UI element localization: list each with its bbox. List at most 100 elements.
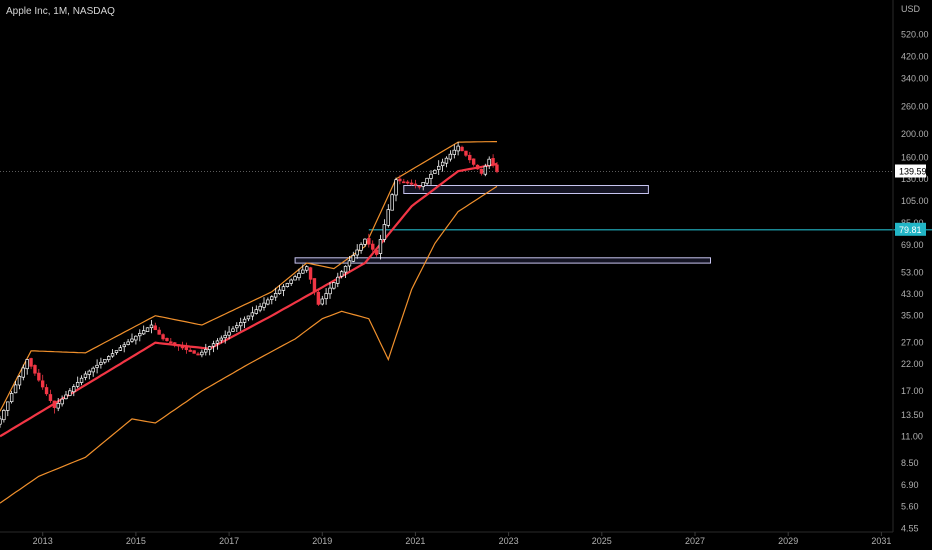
- candle-body: [75, 382, 80, 387]
- candle-body: [52, 400, 57, 408]
- candle-body: [273, 293, 278, 298]
- candle-body: [394, 179, 398, 196]
- candle-body: [320, 298, 324, 305]
- candle-body: [390, 194, 394, 211]
- candle-body: [188, 349, 192, 352]
- price-tick-label: 69.00: [901, 240, 924, 250]
- price-tick-label: 200.00: [901, 129, 929, 139]
- level-price-tag: [895, 222, 926, 236]
- candle-body: [13, 384, 18, 394]
- candle-body: [293, 276, 297, 281]
- price-axis[interactable]: USD 520.00 420.00 340.00 260.00 200.00 160.00…: [892, 0, 929, 533]
- upper-band-line: [0, 141, 497, 412]
- candle-body: [6, 401, 10, 411]
- candle-body: [87, 370, 91, 375]
- time-tick-label: 2023: [499, 536, 519, 546]
- candle-body: [371, 243, 375, 250]
- candle-body: [25, 359, 29, 370]
- candle-body: [91, 367, 95, 373]
- last-price-tag-text: 139.59: [899, 167, 927, 177]
- candle-body: [425, 177, 429, 184]
- candle-body: [239, 322, 243, 327]
- candle-body: [456, 145, 460, 152]
- candle-body: [351, 255, 356, 262]
- time-tick-label: 2013: [33, 536, 53, 546]
- candle-body: [429, 173, 433, 179]
- candle-body: [324, 293, 328, 300]
- candle-body: [184, 346, 189, 351]
- currency-label: USD: [901, 4, 921, 14]
- candle-body: [281, 286, 286, 291]
- candle-body: [328, 287, 332, 295]
- candle-body: [448, 153, 453, 160]
- candle-body: [192, 350, 196, 354]
- moving-average-line: [0, 162, 498, 438]
- price-tick-label: 17.00: [901, 386, 924, 396]
- candle-body: [409, 182, 414, 185]
- candle-body: [479, 168, 484, 174]
- candle-body: [207, 346, 212, 350]
- candle-body: [270, 296, 274, 300]
- candle-body: [107, 356, 111, 361]
- candle-body: [433, 169, 437, 174]
- candle-body: [413, 183, 418, 186]
- candle-body: [452, 149, 456, 155]
- candle-body: [48, 394, 53, 401]
- candle-body: [60, 398, 64, 405]
- candle-body: [83, 373, 88, 378]
- price-tick-label: 11.00: [901, 431, 923, 441]
- candle-body: [29, 358, 33, 367]
- candle-body: [386, 209, 390, 226]
- candle-body: [95, 364, 99, 368]
- candle-body: [250, 312, 255, 317]
- time-axis[interactable]: 2013 2015 2017 2019 2021 2023 2025 2027 2029 2031: [0, 531, 893, 546]
- candle-body: [277, 289, 282, 294]
- price-tick-label: 8.50: [901, 458, 919, 468]
- candle-body: [417, 185, 422, 188]
- candle-body: [40, 380, 45, 388]
- last-price-tag: [895, 164, 926, 178]
- candle-body: [149, 324, 154, 329]
- time-tick-label: 2021: [405, 536, 425, 546]
- candle-body: [37, 372, 41, 381]
- candle-body: [246, 315, 251, 320]
- candle-body: [437, 165, 441, 170]
- candle-body: [254, 309, 258, 314]
- candle-body: [242, 318, 247, 323]
- candle-body: [460, 146, 464, 152]
- indicator-layer: [0, 141, 932, 504]
- candle-body: [440, 161, 445, 167]
- candle-body: [402, 181, 406, 184]
- candle-body: [231, 328, 235, 332]
- candle-body: [316, 291, 321, 305]
- candle-body: [180, 345, 185, 349]
- candle-body: [134, 335, 138, 341]
- price-tags: 139.59 79.81: [895, 164, 927, 236]
- support-zone[interactable]: [403, 185, 649, 194]
- time-tick-label: 2027: [685, 536, 705, 546]
- candle-body: [219, 337, 223, 341]
- candle-body: [145, 327, 150, 332]
- candle-body: [223, 334, 227, 339]
- candle-body: [2, 410, 6, 421]
- candle-body: [289, 279, 293, 284]
- candle-body: [382, 224, 387, 240]
- candle-body: [99, 361, 103, 365]
- candle-body: [44, 387, 49, 395]
- price-tick-label: 22.00: [901, 359, 924, 369]
- candle-body: [176, 344, 181, 347]
- time-tick-label: 2029: [778, 536, 798, 546]
- candle-body: [211, 343, 216, 347]
- candle-body: [297, 273, 301, 279]
- candle-body: [227, 331, 231, 336]
- price-tick-label: 53.00: [901, 267, 924, 277]
- price-tick-label: 130.00: [901, 174, 929, 184]
- candle-body: [464, 150, 468, 156]
- candle-body: [21, 367, 25, 378]
- price-tick-label: 340.00: [901, 74, 929, 84]
- time-tick-label: 2025: [592, 536, 612, 546]
- candle-body: [374, 249, 379, 255]
- support-zone[interactable]: [294, 257, 711, 264]
